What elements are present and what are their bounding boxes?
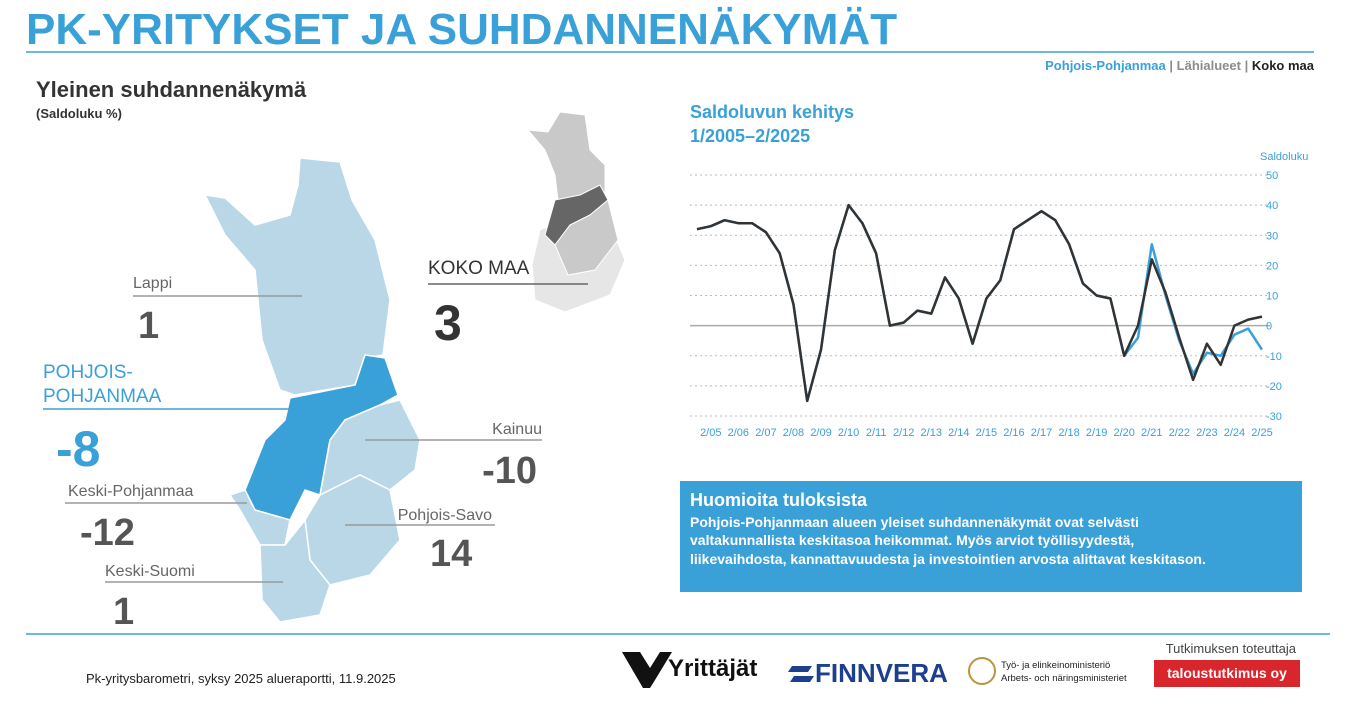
region-name: POHJOIS- [43, 362, 133, 383]
x-tick-label: 2/20 [1113, 427, 1134, 439]
x-tick-label: 2/21 [1141, 427, 1162, 439]
region-value: 1 [138, 305, 159, 347]
country-value: 3 [434, 295, 462, 351]
x-tick-label: 2/10 [838, 427, 859, 439]
producer-name: taloustutkimus oy [1167, 665, 1287, 681]
notes-title: Huomioita tuloksista [690, 490, 868, 510]
ministry-name: Arbets- och näringsministeriet [1001, 673, 1127, 684]
ministry-name: Työ- ja elinkeinoministeriö [1001, 660, 1110, 671]
legend-entry[interactable]: Pohjois-Pohjanmaa [1045, 58, 1166, 73]
region-lappi [203, 157, 391, 396]
series-line [696, 203, 1263, 403]
legend-entry[interactable]: Lähialueet [1177, 58, 1242, 73]
chart-title: Saldoluvun kehitys [690, 102, 854, 122]
legend-separator: | [1169, 58, 1173, 73]
x-tick-label: 2/08 [783, 427, 804, 439]
footer-source: Pk-yritysbarometri, syksy 2025 aluerapor… [86, 671, 396, 686]
x-tick-label: 2/12 [893, 427, 914, 439]
region-value: -10 [482, 450, 537, 492]
map-title: Yleinen suhdannenäkymä [36, 77, 307, 102]
region-value: 1 [113, 591, 134, 633]
y-tick-label: 0 [1266, 321, 1272, 333]
chart-title: 1/2005–2/2025 [690, 126, 810, 146]
line-chart: -30 -20 -10 0 10 20 30 40 50 2/05 2/06 2/07 2/08 2/09… [690, 170, 1282, 439]
region-name: Pohjois-Savo [398, 507, 492, 524]
region-name: Kainuu [492, 421, 542, 438]
country-name: KOKO MAA [428, 258, 530, 279]
map-subtitle: (Saldoluku %) [36, 106, 122, 121]
x-tick-label: 2/22 [1169, 427, 1190, 439]
x-tick-label: 2/09 [810, 427, 831, 439]
region-map [203, 157, 421, 623]
region-value: -12 [80, 512, 135, 554]
y-tick-label: -30 [1266, 411, 1282, 423]
x-tick-label: 2/17 [1031, 427, 1052, 439]
y-tick-label: -10 [1266, 351, 1282, 363]
notes-line: valtakunnallista keskitasoa heikommat. M… [690, 532, 1134, 548]
x-tick-label: 2/06 [728, 427, 749, 439]
x-tick-label: 2/14 [948, 427, 969, 439]
series-line [696, 203, 1264, 403]
x-tick-label: 2/07 [755, 427, 776, 439]
region-name: Lappi [133, 275, 172, 292]
y-tick-label: 40 [1266, 200, 1278, 212]
x-tick-label: 2/18 [1058, 427, 1079, 439]
leader-lines [43, 283, 588, 583]
region-name: Keski-Suomi [105, 563, 195, 580]
region-keski-suomi [259, 518, 331, 623]
y-axis-label: Saldoluku [1260, 151, 1308, 163]
legend-entry[interactable]: Koko maa [1252, 58, 1315, 73]
logo-finnvera: FINNVERA [815, 658, 948, 688]
x-tick-label: 2/16 [1003, 427, 1024, 439]
region-name: Keski-Pohjanmaa [68, 483, 194, 500]
x-tick-label: 2/24 [1224, 427, 1245, 439]
region-name: POHJANMAA [43, 386, 162, 407]
page-title: PK-YRITYKSET JA SUHDANNENÄKYMÄT [26, 5, 897, 54]
producer-logo [1154, 660, 1300, 687]
x-tick-label: 2/15 [976, 427, 997, 439]
region-value: -8 [56, 421, 100, 477]
logo-yrittajat: Yrittäjät [668, 655, 757, 682]
finland-map [526, 111, 626, 313]
logo-mark [968, 657, 996, 685]
logo-mark [788, 666, 814, 682]
legend-nav: Pohjois-Pohjanmaa | Lähialueet | Koko ma… [1045, 58, 1315, 73]
y-tick-label: 10 [1266, 291, 1278, 303]
notes-line: liikevaihdosta, kannattavuudesta ja inve… [690, 551, 1206, 567]
x-tick-label: 2/11 [866, 427, 887, 439]
legend-separator: | [1245, 58, 1249, 73]
x-tick-label: 2/19 [1086, 427, 1107, 439]
logo-mark [622, 652, 672, 688]
x-tick-label: 2/25 [1251, 427, 1272, 439]
x-tick-label: 2/13 [921, 427, 942, 439]
y-tick-label: 50 [1266, 170, 1278, 182]
region-value: 14 [430, 533, 472, 575]
y-tick-label: -20 [1266, 381, 1282, 393]
producer-label: Tutkimuksen toteuttaja [1166, 641, 1297, 656]
notes-line: Pohjois-Pohjanmaan alueen yleiset suhdan… [690, 514, 1139, 530]
y-tick-label: 20 [1266, 260, 1278, 272]
x-tick-label: 2/05 [700, 427, 721, 439]
y-tick-label: 30 [1266, 230, 1278, 242]
x-tick-label: 2/23 [1196, 427, 1217, 439]
notes-box [680, 481, 1302, 592]
